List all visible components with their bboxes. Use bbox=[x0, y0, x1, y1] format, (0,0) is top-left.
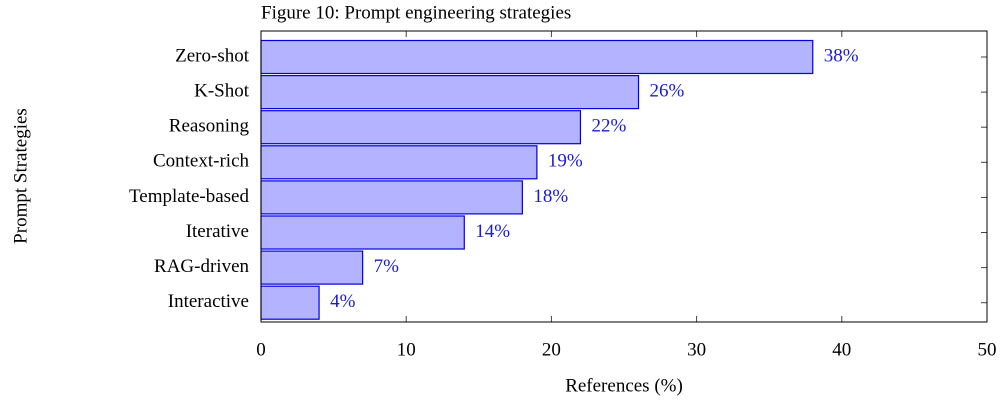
y-tick-label: Context-rich bbox=[153, 151, 250, 172]
value-label: 18% bbox=[533, 186, 568, 207]
value-label: 4% bbox=[330, 291, 356, 312]
x-tick-label: 40 bbox=[832, 339, 851, 360]
y-axis-label: Prompt Strategies bbox=[10, 108, 31, 244]
bar bbox=[260, 74, 640, 110]
value-label: 14% bbox=[475, 221, 510, 242]
bar bbox=[260, 285, 320, 320]
bar bbox=[260, 39, 814, 75]
value-label: 22% bbox=[591, 116, 626, 137]
value-label: 19% bbox=[548, 151, 583, 172]
x-axis-label: References (%) bbox=[565, 375, 683, 396]
bar bbox=[260, 145, 538, 180]
bar bbox=[260, 180, 523, 215]
y-tick-label: RAG-driven bbox=[154, 256, 249, 277]
y-tick-label: Iterative bbox=[186, 221, 249, 242]
plot-frame bbox=[260, 30, 988, 323]
y-tick-label: Zero-shot bbox=[175, 45, 250, 66]
value-label: 38% bbox=[824, 45, 859, 66]
x-tick-label: 20 bbox=[542, 339, 561, 360]
value-label: 26% bbox=[650, 80, 685, 101]
x-tick-label: 10 bbox=[397, 339, 416, 360]
chart-title: Figure 10: Prompt engineering strategies bbox=[261, 2, 571, 23]
bar bbox=[260, 110, 582, 145]
y-tick-label: Template-based bbox=[129, 186, 250, 207]
x-tick-label: 30 bbox=[687, 339, 706, 360]
x-tick-label: 0 bbox=[256, 339, 266, 360]
bar bbox=[260, 215, 465, 250]
y-tick-label: K-Shot bbox=[194, 80, 250, 101]
y-tick-label: Reasoning bbox=[169, 116, 250, 137]
value-label: 7% bbox=[374, 256, 400, 277]
bar bbox=[260, 250, 364, 285]
x-tick-label: 50 bbox=[978, 339, 997, 360]
y-tick-label: Interactive bbox=[168, 291, 249, 312]
